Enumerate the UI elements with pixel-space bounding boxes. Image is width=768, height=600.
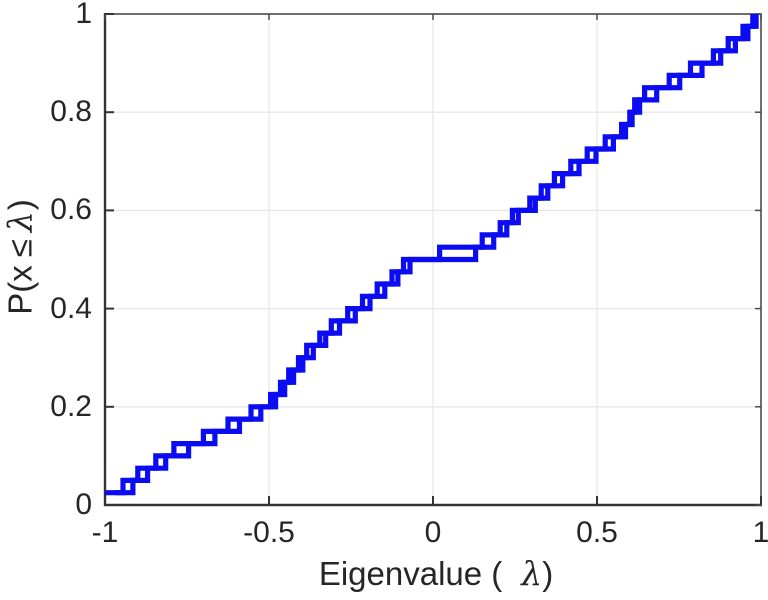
- y-tick-label: 0.4: [50, 291, 92, 325]
- x-tick-label: 0: [424, 516, 442, 549]
- y-tick-label: 0.2: [50, 389, 92, 423]
- x-tick-label: -0.5: [243, 516, 295, 549]
- y-tick-label: 0.6: [50, 193, 92, 227]
- y-tick-label: 0.8: [50, 95, 92, 129]
- lambda-symbol: λ: [521, 554, 543, 593]
- x-axis-label-close: ): [542, 555, 554, 592]
- x-tick-label: 1: [752, 516, 768, 549]
- ecdf-series-2-line: [114, 14, 759, 496]
- y-tick-label: 0: [75, 488, 92, 521]
- x-tick-label: 0.5: [576, 516, 618, 549]
- less-equal-symbol: ≤: [1, 239, 39, 258]
- y-tick-label: 1: [75, 0, 92, 30]
- x-tick-label: -1: [91, 516, 119, 549]
- x-axis-label-text: Eigenvalue (: [318, 555, 503, 592]
- x-axis-label: Eigenvalue ( λ): [319, 557, 553, 590]
